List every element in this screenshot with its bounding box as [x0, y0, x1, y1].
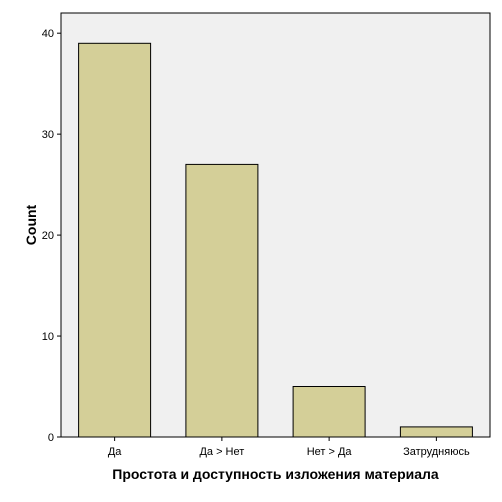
bars-group — [78, 42, 473, 438]
x-axis-title: Простота и доступность изложения материа… — [112, 466, 439, 482]
x-tick-label: Да > Нет — [199, 446, 244, 458]
x-axis: Да Да > Нет Нет > Да Затрудняюсь — [108, 437, 470, 458]
y-tick-label: 10 — [42, 331, 54, 343]
x-tick-label: Да — [108, 446, 122, 458]
y-axis-title: Count — [23, 204, 39, 245]
y-tick-label: 20 — [42, 230, 54, 242]
bar-1 — [185, 163, 259, 438]
bar-2 — [292, 386, 366, 438]
x-tick-label: Затрудняюсь — [403, 446, 470, 458]
y-tick-label: 40 — [42, 28, 54, 40]
y-tick-label: 0 — [48, 432, 54, 444]
x-tick-label: Нет > Да — [307, 446, 353, 458]
bar-0 — [78, 42, 152, 438]
y-tick-label: 30 — [42, 129, 54, 141]
bar-3 — [399, 426, 473, 438]
y-axis: 0 10 20 30 40 — [42, 28, 61, 444]
